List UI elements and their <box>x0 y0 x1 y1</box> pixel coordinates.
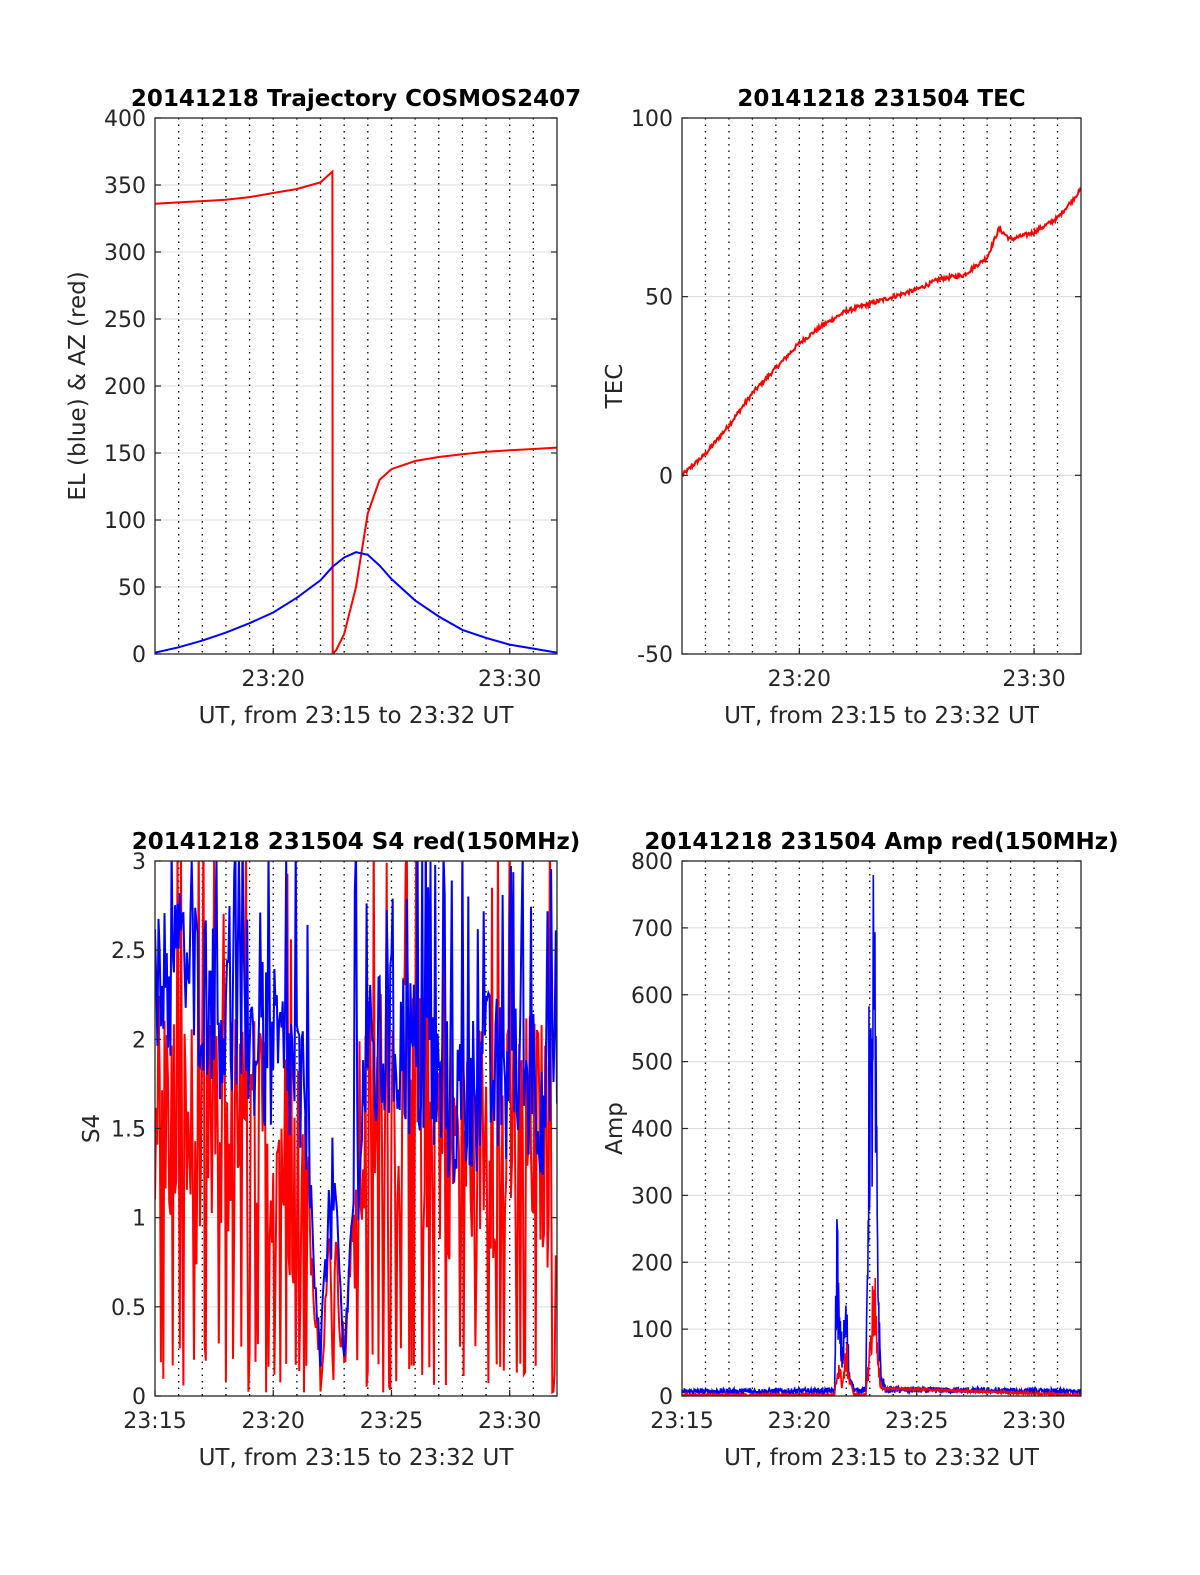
y-tick-label: 200 <box>631 1251 673 1276</box>
x-tick-label: 23:15 <box>650 1409 713 1434</box>
x-tick-label: 23:20 <box>768 667 831 692</box>
y-tick-label: 100 <box>631 107 673 132</box>
y-axis-label: Amp <box>602 1102 628 1155</box>
y-axis-label: TEC <box>602 364 628 410</box>
x-tick-label: 23:15 <box>123 1409 186 1434</box>
y-tick-label: 200 <box>104 375 146 400</box>
chart-amp: 0 100 200 300 400 500 600 700 800 23:15 23:20 23:25… <box>602 829 1119 1471</box>
chart-tec: -50 0 50 100 23:20 23:30 20141218 231504 TEC UT… <box>602 86 1082 729</box>
y-tick-label: 800 <box>631 850 673 875</box>
x-tick-label: 23:25 <box>885 1409 948 1434</box>
x-tick-label: 23:20 <box>768 1409 831 1434</box>
y-tick-label: 150 <box>104 442 146 467</box>
y-tick-label: 350 <box>104 174 146 199</box>
chart-traj: 0 50 100 150 200 250 300 350 400 23:20 23:30 201412… <box>65 86 581 729</box>
x-tick-label: 23:30 <box>1002 667 1065 692</box>
y-tick-label: 0 <box>659 464 673 489</box>
chart-s4: 0 0.5 1 1.5 2 2.5 3 23:15 23:20 23:25 23:30 2014121… <box>79 829 581 1471</box>
y-tick-label: 500 <box>631 1051 673 1076</box>
y-tick-label: 700 <box>631 917 673 942</box>
y-tick-label: 100 <box>104 509 146 534</box>
series-line-1 <box>682 186 1081 478</box>
x-tick-label: 23:20 <box>242 667 305 692</box>
y-tick-label: 300 <box>631 1184 673 1209</box>
y-tick-label: 3 <box>132 850 146 875</box>
x-tick-label: 23:20 <box>242 1409 305 1434</box>
chart-title: 20141218 Trajectory COSMOS2407 <box>131 86 581 112</box>
y-tick-label: 400 <box>104 107 146 132</box>
y-tick-label: 400 <box>631 1118 673 1143</box>
series-line-2 <box>155 551 557 654</box>
chart-title: 20141218 231504 TEC <box>737 86 1025 112</box>
plot-area <box>155 861 557 1395</box>
y-tick-label: 0 <box>132 1385 146 1410</box>
y-tick-label: 300 <box>104 241 146 266</box>
series-line-1 <box>155 169 557 654</box>
x-tick-label: 23:30 <box>478 667 541 692</box>
plot-area <box>682 874 1081 1396</box>
y-tick-label: 0 <box>132 643 146 668</box>
x-tick-label: 23:30 <box>1002 1409 1065 1434</box>
chart-title: 20141218 231504 Amp red(150MHz) <box>644 829 1118 855</box>
y-tick-label: 1 <box>132 1207 146 1232</box>
x-axis-label: UT, from 23:15 to 23:32 UT <box>199 1445 515 1471</box>
y-tick-label: 2.5 <box>111 939 146 964</box>
y-tick-label: 600 <box>631 984 673 1009</box>
y-tick-label: 0 <box>659 1385 673 1410</box>
y-tick-label: -50 <box>637 643 673 668</box>
y-tick-label: 0.5 <box>111 1296 146 1321</box>
y-tick-label: 50 <box>118 576 146 601</box>
x-tick-label: 23:25 <box>360 1409 423 1434</box>
chart-title: 20141218 231504 S4 red(150MHz) <box>132 829 581 855</box>
y-axis-label: EL (blue) & AZ (red) <box>65 271 91 500</box>
x-tick-label: 23:30 <box>478 1409 541 1434</box>
y-tick-label: 2 <box>132 1028 146 1053</box>
y-tick-label: 100 <box>631 1318 673 1343</box>
x-axis-label: UT, from 23:15 to 23:32 UT <box>724 1445 1040 1471</box>
y-tick-label: 50 <box>645 286 673 311</box>
series-line-1 <box>682 874 1081 1396</box>
y-tick-label: 1.5 <box>111 1118 146 1143</box>
plot-area <box>682 186 1081 478</box>
x-axis-label: UT, from 23:15 to 23:32 UT <box>199 703 515 729</box>
plot-area <box>155 169 557 654</box>
series-line-1 <box>155 861 557 1395</box>
y-axis-label: S4 <box>79 1114 105 1143</box>
axes-frame <box>681 117 1082 655</box>
series-line-2 <box>155 861 557 1367</box>
y-tick-label: 250 <box>104 308 146 333</box>
x-axis-label: UT, from 23:15 to 23:32 UT <box>724 703 1040 729</box>
